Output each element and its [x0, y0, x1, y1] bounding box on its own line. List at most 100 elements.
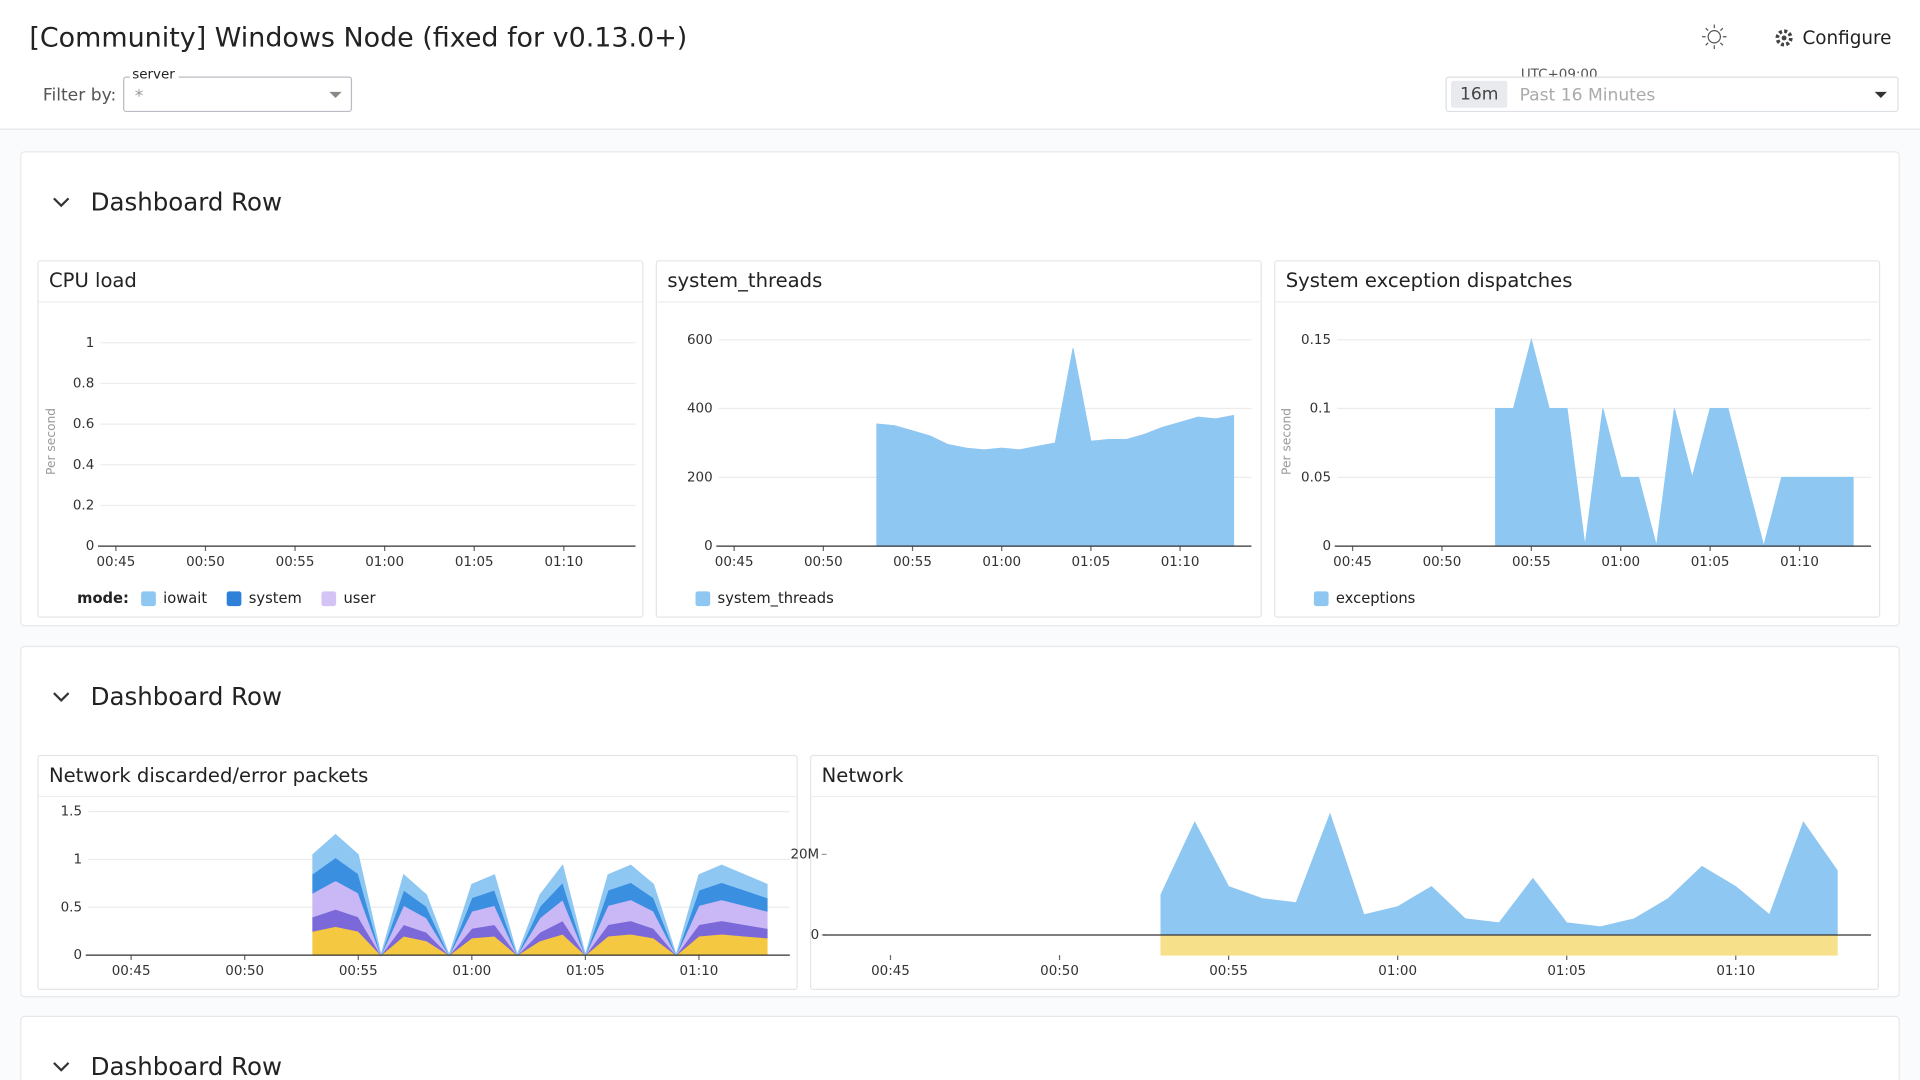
y-tick-label: 0.2 [73, 498, 94, 513]
x-tick-label: 01:10 [1716, 964, 1755, 979]
x-tick-label: 01:00 [1378, 964, 1417, 979]
x-tick-label: 01:10 [544, 555, 583, 570]
x-tick-label: 00:45 [96, 555, 135, 570]
y-tick-label: 0.4 [73, 458, 94, 473]
time-box[interactable] [1445, 76, 1899, 113]
row-title[interactable]: Dashboard Row [91, 187, 282, 216]
select-label-bg [129, 68, 179, 81]
sun-icon[interactable] [1707, 30, 1722, 44]
x-tick-label: 00:45 [715, 555, 754, 570]
configure-label[interactable]: Configure [1802, 28, 1891, 49]
y-tick-label: 20M [790, 847, 819, 862]
legend-label: exceptions [1336, 590, 1415, 607]
y-tick-label: 0.6 [73, 417, 94, 432]
y-tick-label: 0.15 [1301, 333, 1331, 348]
row-title[interactable]: Dashboard Row [91, 682, 282, 711]
sun-rays[interactable] [1702, 24, 1727, 49]
row-chevron[interactable] [53, 197, 70, 208]
y-tick-label: 0.5 [61, 900, 82, 915]
select-field: server [132, 68, 175, 83]
y-tick-label: 0 [73, 948, 82, 963]
y-tick-label: 1.5 [61, 805, 82, 820]
row-chevron[interactable] [53, 1062, 70, 1072]
x-tick-label: 00:45 [112, 964, 151, 979]
time-chip[interactable] [1451, 80, 1508, 108]
x-tick-label: 01:10 [1780, 555, 1819, 570]
time-label[interactable]: Past 16 Minutes [1520, 86, 1656, 106]
legend-swatch [226, 591, 242, 607]
dashboard-title: [Community] Windows Node (fixed for v0.1… [29, 23, 687, 54]
x-tick-label: 00:50 [1423, 555, 1462, 570]
server-select[interactable]: server * [123, 68, 353, 113]
x-tick-label: 00:55 [339, 964, 378, 979]
y-tick-label: 0.05 [1301, 470, 1331, 485]
panel [37, 260, 644, 618]
y-tick-label: 600 [687, 333, 713, 348]
select-value[interactable]: * [135, 87, 144, 107]
legend-swatch [321, 591, 337, 607]
x-tick-label: 00:55 [893, 555, 932, 570]
x-tick-label: 00:45 [871, 964, 910, 979]
x-tick-label: 00:50 [804, 555, 843, 570]
y-tick-label: 0 [811, 928, 820, 943]
row-title[interactable]: Dashboard Row [91, 1052, 282, 1080]
y-tick-label: 0 [1322, 539, 1331, 554]
panel-title: CPU load [49, 269, 137, 292]
panel-title: System exception dispatches [1286, 269, 1573, 292]
gear-hub[interactable] [1781, 35, 1787, 41]
legend-label: iowait [163, 590, 207, 607]
y-tick-label: 400 [687, 402, 713, 417]
y-tick-label: 200 [687, 470, 713, 485]
x-tick-label: 01:05 [1547, 964, 1586, 979]
x-tick-label: 01:00 [982, 555, 1021, 570]
x-tick-label: 00:55 [1209, 964, 1248, 979]
x-tick-label: 01:05 [1691, 555, 1730, 570]
y-tick-label: 0.1 [1310, 402, 1331, 417]
x-tick-label: 01:00 [1601, 555, 1640, 570]
select-box[interactable] [123, 76, 353, 113]
dashboard-row [20, 1015, 1900, 1080]
x-tick-label: 00:55 [276, 555, 315, 570]
x-tick-label: 01:05 [566, 964, 605, 979]
y-tick-label: 0 [86, 539, 95, 554]
x-tick-label: 01:10 [1161, 555, 1200, 570]
legend-label: system [249, 590, 302, 607]
y-tick-label: 0.8 [73, 376, 94, 391]
row-chevron[interactable] [53, 692, 70, 702]
panel-title: system_threads [667, 269, 822, 292]
x-tick-label: 00:50 [186, 555, 225, 570]
x-tick-label: 00:45 [1333, 555, 1372, 570]
select-caret[interactable] [329, 91, 342, 98]
time-picker[interactable]: UTC+09:00 16m Past 16 Minutes [1445, 68, 1899, 113]
y-tick-label: 1 [86, 336, 95, 351]
y-tick-label: 0 [704, 539, 713, 554]
legend-title: mode: [77, 590, 129, 607]
legend-swatch [1313, 591, 1329, 607]
legend-swatch [141, 591, 156, 607]
time-caret[interactable] [1874, 91, 1887, 98]
panel-title: Network discarded/error packets [49, 764, 368, 787]
y-tick-label: 1 [73, 852, 82, 867]
time-short[interactable]: 16m [1460, 84, 1498, 104]
x-tick-label: 01:05 [455, 555, 494, 570]
panel-title: Network [822, 764, 904, 787]
theme-toggle[interactable] [1702, 24, 1727, 49]
x-tick-label: 00:55 [1512, 555, 1551, 570]
configure-button[interactable]: Configure [1775, 28, 1891, 49]
filter-label: Filter by: [43, 86, 116, 106]
gear-icon[interactable] [1775, 29, 1793, 47]
y-axis-label: Per second [44, 408, 58, 475]
x-tick-label: 00:50 [1040, 964, 1079, 979]
legend-label: system_threads [718, 590, 834, 607]
legend-label: user [343, 590, 376, 607]
y-axis-label: Per second [1279, 408, 1293, 475]
x-tick-label: 01:05 [1072, 555, 1111, 570]
x-tick-label: 01:00 [452, 964, 491, 979]
x-tick-label: 00:50 [225, 964, 264, 979]
x-tick-label: 01:10 [680, 964, 719, 979]
series-area [1160, 934, 1838, 956]
legend-swatch [695, 591, 711, 607]
x-tick-label: 01:00 [365, 555, 404, 570]
